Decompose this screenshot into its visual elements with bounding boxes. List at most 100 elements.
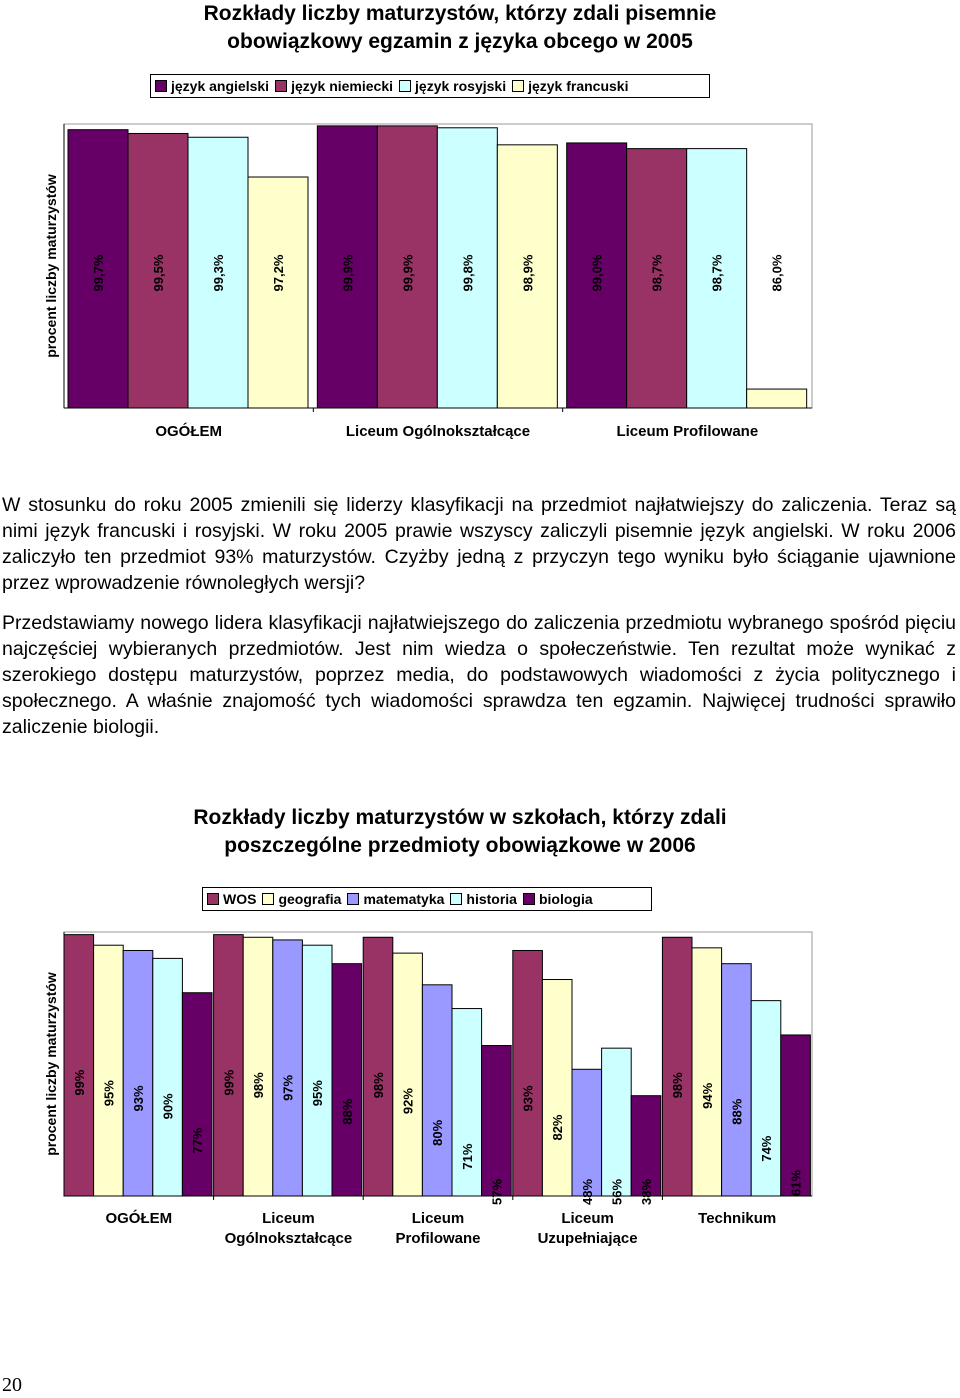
category-label-1-2: Liceum bbox=[412, 1210, 465, 1227]
chart1-title-line2: obowiązkowy egzamin z języka obcego w 20… bbox=[227, 30, 693, 53]
y-axis-label: procent liczby maturzystów bbox=[43, 972, 59, 1156]
legend-swatch bbox=[155, 80, 167, 92]
bar-1-1-0 bbox=[213, 934, 244, 1197]
chart2-legend: WOS geografia matematyka historia biologia bbox=[202, 887, 652, 911]
data-label-1-1-2: 97% bbox=[281, 1074, 296, 1100]
data-label-0-1-1: 99,9% bbox=[400, 254, 415, 291]
data-label-0-0-3: 97,2% bbox=[271, 254, 286, 291]
chart1-plot: procent liczby maturzystów 99,7% 99,5% 99,3… bbox=[43, 123, 813, 440]
bar-1-1-1 bbox=[242, 936, 274, 1197]
category-label-0-2: Liceum Profilowane bbox=[616, 423, 758, 440]
data-label-0-2-1: 98,7% bbox=[650, 254, 665, 291]
bar-0-1-0 bbox=[316, 125, 378, 409]
legend-label: historia bbox=[466, 891, 517, 907]
data-label-0-2-2: 98,7% bbox=[710, 254, 725, 291]
bar-1-4-3 bbox=[750, 1000, 782, 1197]
bar-0-0-0 bbox=[67, 129, 129, 409]
legend-item-0-0: język angielski bbox=[155, 78, 269, 94]
bar-0-2-3 bbox=[746, 388, 808, 409]
bar-0-0-1 bbox=[127, 132, 189, 409]
chart2-title-line1: Rozkłady liczby maturzystów w szkołach, … bbox=[193, 806, 727, 829]
bar-1-4-0 bbox=[661, 936, 693, 1197]
page-number: 20 bbox=[2, 1374, 22, 1396]
category-label-1-4: Technikum bbox=[698, 1210, 776, 1227]
bar-0-2-0 bbox=[566, 142, 628, 409]
data-label-1-3-0: 93% bbox=[521, 1085, 536, 1111]
data-label-0-1-3: 98,9% bbox=[520, 254, 535, 291]
bar-1-1-3 bbox=[301, 944, 333, 1197]
data-label-1-4-4: 61% bbox=[789, 1170, 804, 1196]
legend-item-1-2: matematyka bbox=[347, 891, 444, 907]
bar-1-2-3 bbox=[451, 1008, 483, 1197]
data-label-0-0-1: 99,5% bbox=[151, 254, 166, 291]
legend-label: matematyka bbox=[363, 891, 445, 907]
legend-label: język rosyjski bbox=[415, 78, 507, 94]
legend-swatch bbox=[522, 893, 535, 905]
data-label-1-0-3: 90% bbox=[161, 1093, 176, 1119]
bar-1-0-4 bbox=[181, 992, 213, 1197]
bar-1-2-2 bbox=[421, 984, 453, 1197]
data-label-0-2-0: 99,0% bbox=[590, 254, 605, 291]
bar-0-1-1 bbox=[376, 125, 438, 409]
category-label-1-3: Uzupełniające bbox=[538, 1230, 638, 1247]
y-axis-label: procent liczby maturzystów bbox=[43, 174, 59, 358]
data-label-1-4-2: 88% bbox=[729, 1098, 744, 1124]
legend-label: język francuski bbox=[528, 78, 629, 94]
category-label-1-2: Profilowane bbox=[395, 1230, 480, 1247]
bar-1-1-2 bbox=[272, 939, 303, 1197]
data-label-1-3-4: 38% bbox=[639, 1179, 654, 1205]
paragraph-2: Przedstawiamy nowego lidera klasyfikacji… bbox=[2, 612, 956, 738]
data-label-1-4-1: 94% bbox=[700, 1082, 715, 1108]
legend-swatch bbox=[512, 80, 525, 92]
bar-0-2-2 bbox=[686, 148, 748, 409]
legend-item-1-3: historia bbox=[450, 891, 517, 907]
legend-swatch bbox=[207, 893, 219, 905]
bar-1-0-2 bbox=[122, 949, 154, 1197]
paragraph-1: W stosunku do roku 2005 zmienili się lid… bbox=[2, 494, 956, 594]
data-label-1-2-0: 98% bbox=[371, 1072, 386, 1098]
bar-1-4-1 bbox=[691, 947, 723, 1197]
legend-item-1-1: geografia bbox=[262, 891, 341, 907]
legend-label: język angielski bbox=[171, 78, 270, 94]
data-label-0-0-0: 99,7% bbox=[91, 254, 106, 291]
legend-item-1-4: biologia bbox=[522, 891, 593, 907]
data-label-0-1-0: 99,9% bbox=[340, 254, 355, 291]
data-label-1-3-2: 48% bbox=[580, 1179, 595, 1205]
data-label-1-4-0: 98% bbox=[670, 1072, 685, 1098]
bar-0-1-3 bbox=[496, 144, 558, 409]
data-label-1-1-4: 88% bbox=[340, 1098, 355, 1124]
bar-1-2-1 bbox=[392, 952, 423, 1197]
chart1-title: Rozkłady liczby maturzystów, którzy zdal… bbox=[0, 0, 920, 56]
bar-1-3-0 bbox=[512, 949, 543, 1197]
data-label-1-2-1: 92% bbox=[401, 1088, 416, 1114]
legend-label: biologia bbox=[538, 891, 593, 907]
bar-1-0-0 bbox=[63, 934, 95, 1197]
data-label-0-1-2: 99,8% bbox=[460, 254, 475, 291]
legend-label: WOS bbox=[223, 891, 257, 907]
data-label-0-2-3: 86,0% bbox=[770, 254, 785, 291]
category-label-0-1: Liceum Ogólnokształcące bbox=[346, 423, 530, 440]
data-label-1-1-3: 95% bbox=[310, 1080, 325, 1106]
legend-label: język niemiecki bbox=[291, 78, 394, 94]
legend-label: geografia bbox=[278, 891, 342, 907]
bar-1-1-4 bbox=[331, 963, 363, 1197]
bar-0-0-3 bbox=[247, 176, 309, 409]
category-label-1-3: Liceum bbox=[561, 1210, 614, 1227]
legend-item-0-1: język niemiecki bbox=[275, 78, 393, 94]
legend-swatch bbox=[275, 80, 288, 92]
bar-1-2-0 bbox=[362, 936, 394, 1197]
data-label-1-3-3: 56% bbox=[609, 1179, 624, 1205]
category-label-1-1: Ogólnokształcące bbox=[225, 1230, 353, 1247]
chart1-legend: język angielski język niemiecki język rosy… bbox=[150, 74, 710, 98]
data-label-0-0-2: 99,3% bbox=[211, 254, 226, 291]
legend-item-1-0: WOS bbox=[207, 891, 256, 907]
data-label-1-1-1: 98% bbox=[251, 1072, 266, 1098]
data-label-1-0-1: 95% bbox=[101, 1080, 116, 1106]
bar-1-0-3 bbox=[152, 957, 183, 1197]
chart2-title: Rozkłady liczby maturzystów w szkołach, … bbox=[0, 804, 920, 860]
chart1-title-line1: Rozkłady liczby maturzystów, którzy zdal… bbox=[203, 2, 717, 25]
body-text: W stosunku do roku 2005 zmienili się lid… bbox=[2, 492, 956, 740]
data-label-1-2-3: 71% bbox=[460, 1143, 475, 1169]
bar-0-2-1 bbox=[626, 148, 688, 409]
bar-1-2-4 bbox=[481, 1045, 512, 1197]
